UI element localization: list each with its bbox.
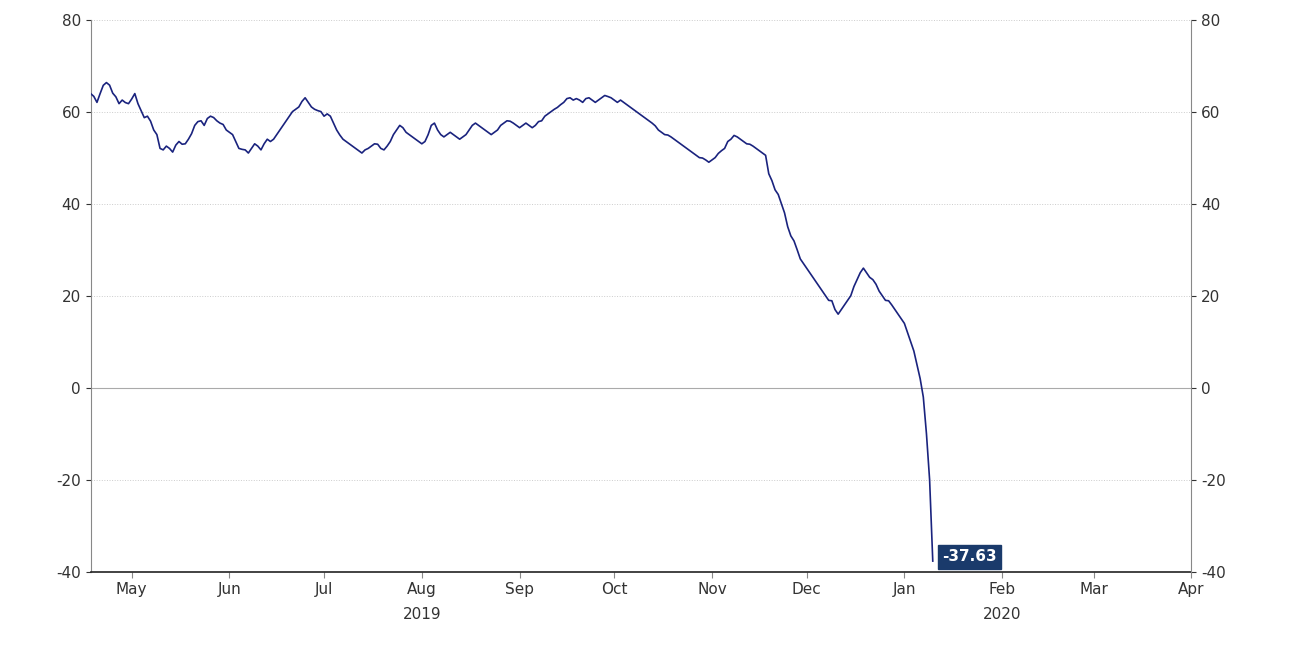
Text: -37.63: -37.63 [943,549,997,564]
Text: 2019: 2019 [403,606,442,621]
Text: 2020: 2020 [983,606,1022,621]
